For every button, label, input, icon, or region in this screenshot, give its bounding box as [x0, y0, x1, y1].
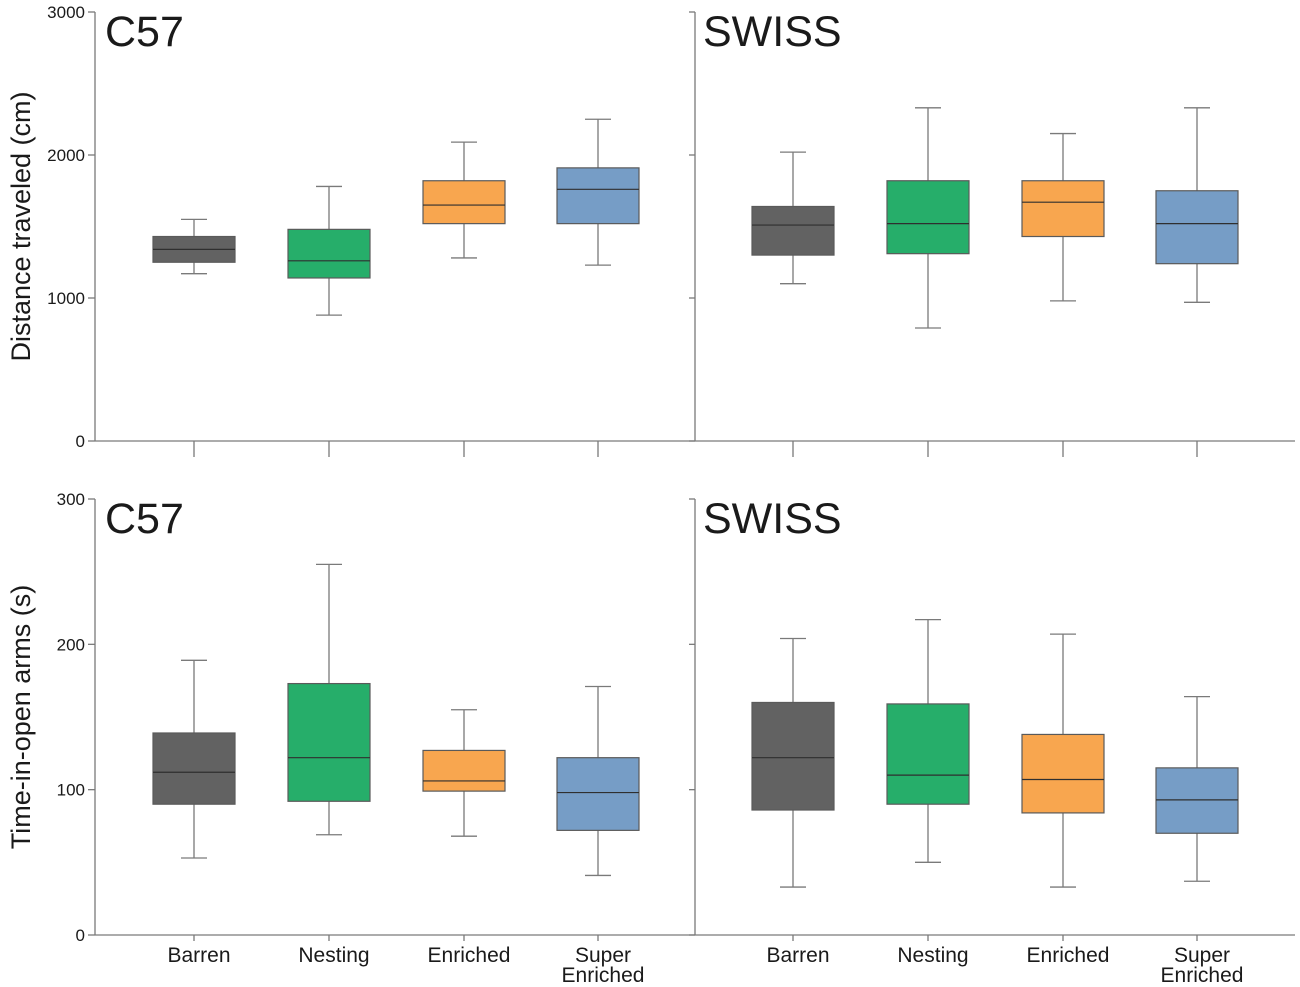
x-category-label: Barren	[766, 944, 829, 967]
y-tick-label: 1000	[47, 289, 85, 308]
chart-row-2: 0 100 200 300 Time-in-open arms (s) C57 Barren…	[6, 490, 1295, 987]
y-axis-title: Distance traveled (cm)	[6, 91, 36, 361]
chart-row-1: 0 1000 2000 3000 Distance traveled (cm) C57 SW…	[6, 3, 1295, 457]
box-enriched: Enriched	[422, 709, 511, 967]
iqr-box	[422, 749, 506, 792]
box-nesting	[886, 107, 970, 457]
iqr-box	[886, 180, 970, 255]
panel-title: SWISS	[703, 8, 842, 56]
box-nesting: Nesting	[886, 618, 970, 967]
y-tick-label: 2000	[47, 146, 85, 165]
box-enriched: Enriched	[1021, 633, 1110, 967]
iqr-box	[751, 205, 835, 256]
iqr-box	[152, 732, 236, 805]
iqr-box	[1021, 733, 1105, 814]
box-nesting	[287, 185, 371, 457]
panel-swiss: SWISS	[703, 8, 1239, 457]
iqr-box	[751, 701, 835, 811]
y-tick-label: 300	[57, 490, 85, 509]
y-tick-label: 200	[57, 635, 85, 654]
panel-title: C57	[105, 495, 184, 543]
box-super-enriched	[1155, 107, 1239, 457]
panel-title: SWISS	[703, 495, 842, 543]
iqr-box	[1155, 190, 1239, 265]
iqr-box	[556, 757, 640, 831]
iqr-box	[287, 228, 371, 279]
box-super-enriched	[556, 118, 640, 457]
box-barren: Barren	[152, 659, 236, 967]
x-category-label: Super	[1174, 944, 1230, 967]
box-enriched	[422, 141, 506, 457]
iqr-box	[287, 682, 371, 802]
box-enriched	[1021, 132, 1105, 457]
y-tick-label: 0	[76, 432, 85, 451]
x-category-label: Enriched	[428, 944, 511, 967]
x-category-label: Enriched	[562, 964, 645, 987]
x-category-label: Super	[575, 944, 631, 967]
y-tick-label: 100	[57, 781, 85, 800]
box-nesting: Nesting	[287, 563, 371, 967]
box-barren	[751, 151, 835, 457]
iqr-box	[1021, 180, 1105, 238]
x-category-label: Enriched	[1161, 964, 1244, 987]
x-category-label: Enriched	[1027, 944, 1110, 967]
x-category-label: Barren	[167, 944, 230, 967]
box-barren	[152, 218, 236, 457]
panel-c57: C57	[105, 8, 640, 457]
y-axis-title: Time-in-open arms (s)	[6, 585, 36, 850]
iqr-box	[1155, 767, 1239, 834]
x-category-label: Nesting	[298, 944, 369, 967]
y-tick-label: 3000	[47, 3, 85, 22]
x-category-label: Nesting	[897, 944, 968, 967]
iqr-box	[422, 180, 506, 225]
y-tick-label: 0	[76, 926, 85, 945]
panel-title: C57	[105, 8, 184, 56]
iqr-box	[886, 703, 970, 805]
box-barren: Barren	[751, 637, 835, 967]
iqr-box	[556, 167, 640, 225]
